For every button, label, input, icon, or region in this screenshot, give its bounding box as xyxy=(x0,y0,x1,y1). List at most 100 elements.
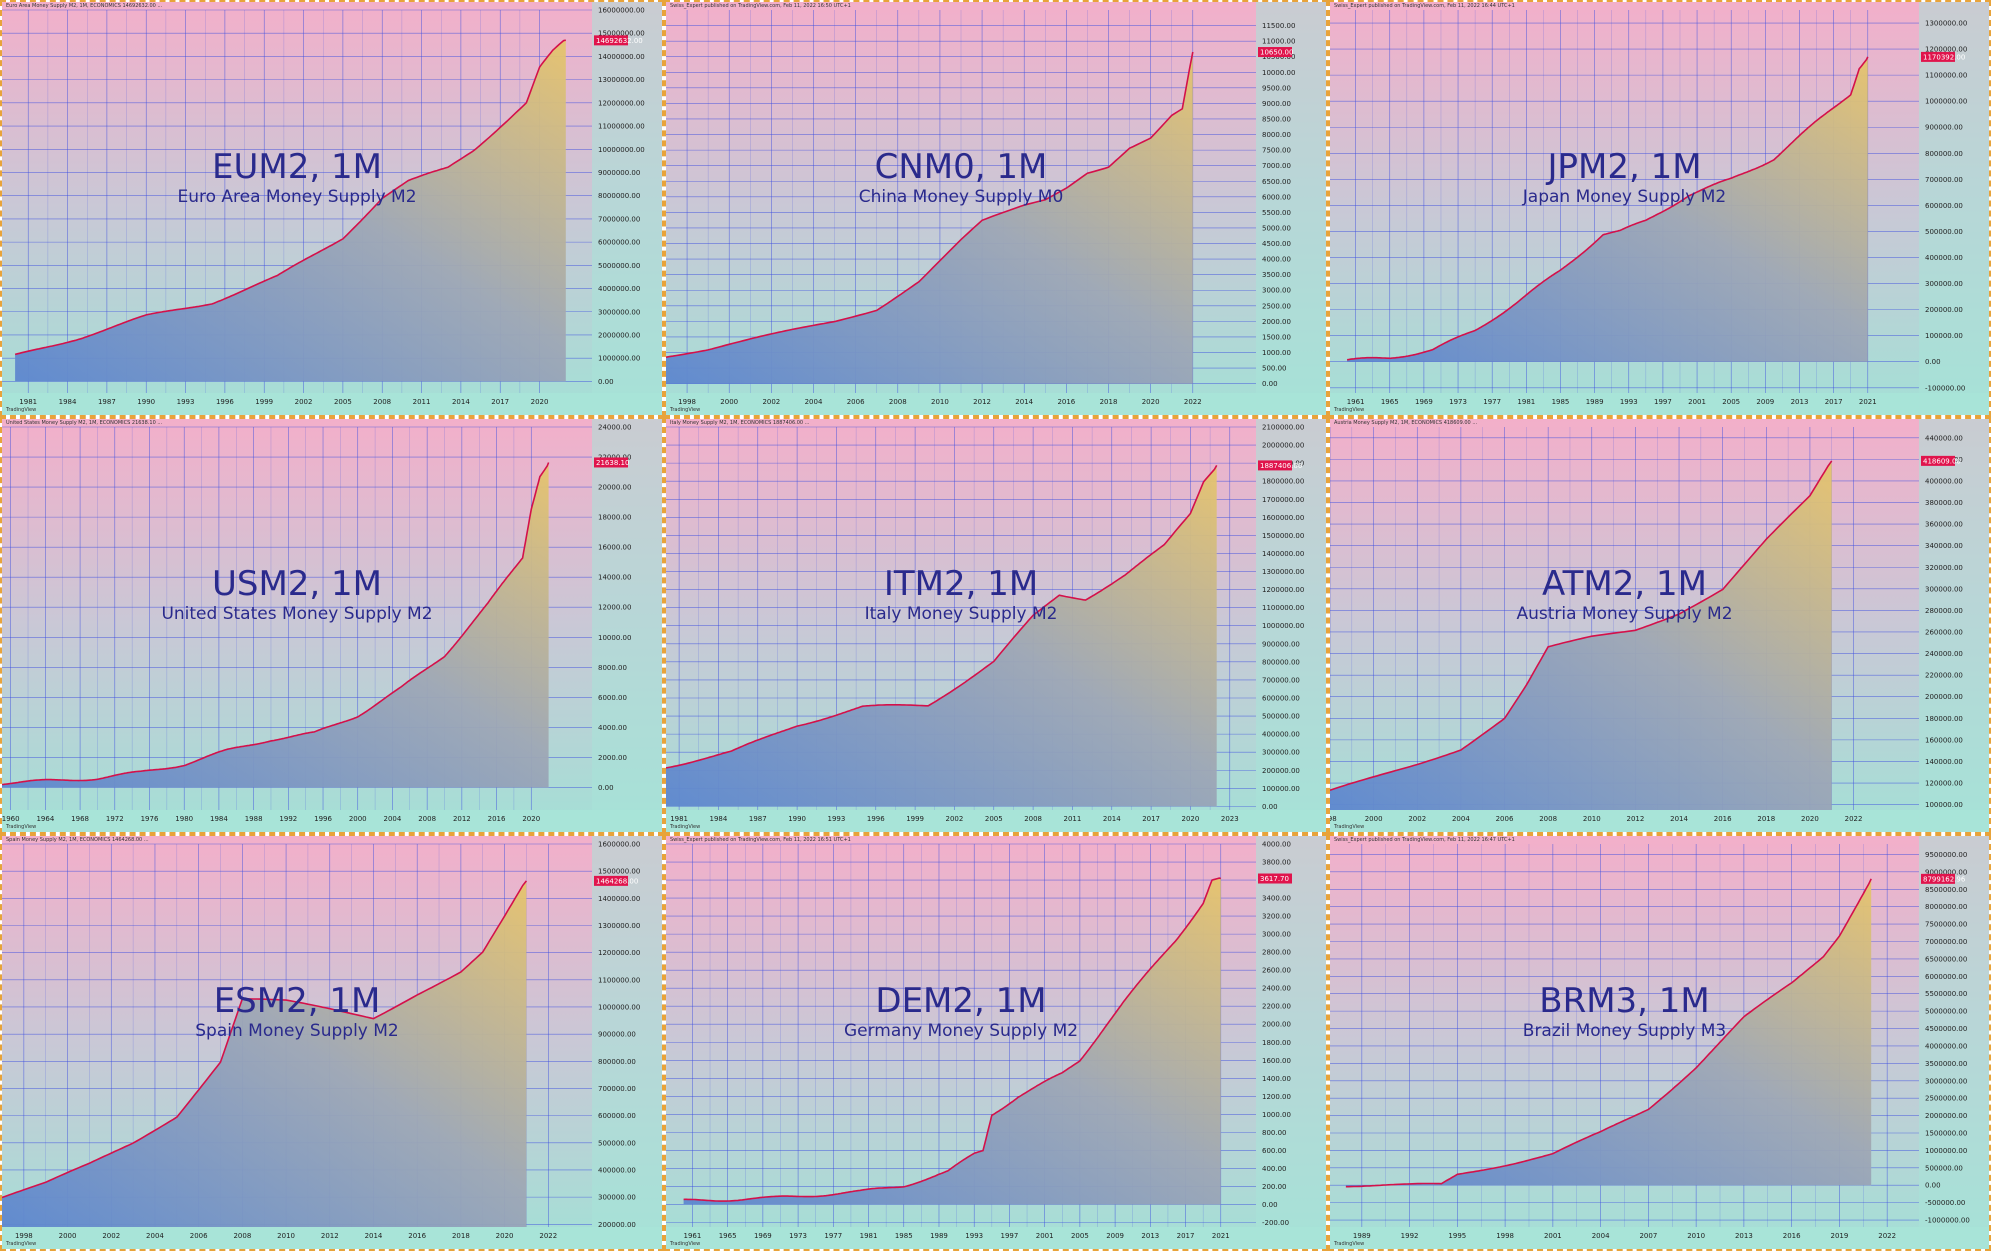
tradingview-logo: TradingView xyxy=(6,407,37,413)
x-tick-label: 2002 xyxy=(295,398,313,406)
y-tick-label: 9000000.00 xyxy=(598,169,640,177)
x-tick-label: 2001 xyxy=(1544,1232,1562,1240)
x-tick-label: 1977 xyxy=(824,1232,842,1240)
y-tick-label: 1800000.00 xyxy=(1262,478,1304,486)
y-tick-label: 240000.00 xyxy=(1925,650,1963,658)
y-tick-label: 1000000.00 xyxy=(598,1003,640,1011)
series-line xyxy=(1346,56,1869,361)
x-tick-label: 1996 xyxy=(216,398,234,406)
y-tick-label: 9500.00 xyxy=(1262,84,1291,92)
x-tick-label: 1965 xyxy=(1381,398,1399,406)
series-area xyxy=(15,40,566,382)
last-value-label: 1170392.00 xyxy=(1923,53,1965,61)
y-tick-label: 300000.00 xyxy=(1925,280,1963,288)
y-tick-label: 200000.00 xyxy=(1925,693,1963,701)
y-tick-label: 600.00 xyxy=(1262,1147,1287,1155)
y-tick-label: 3000000.00 xyxy=(598,308,640,316)
x-tick-label: 2011 xyxy=(1064,815,1082,823)
x-tick-label: 1988 xyxy=(245,815,263,823)
y-tick-label: 5000000.00 xyxy=(598,262,640,270)
x-tick-label: 2004 xyxy=(384,815,402,823)
last-value-label: 3617.70 xyxy=(1260,875,1289,883)
x-tick-label: 1985 xyxy=(1552,398,1570,406)
y-tick-label: 1200000.00 xyxy=(598,949,640,957)
y-tick-label: 6000000.00 xyxy=(1925,973,1967,981)
tradingview-logo: TradingView xyxy=(670,824,701,830)
x-tick-label: 2000 xyxy=(1365,815,1383,823)
panel-header: Swiss_Expert published on TradingView.co… xyxy=(1334,837,1515,843)
chart-panel-9: 9500000.00 9000000.00 8500000.00 8000000.00… xyxy=(1328,834,1991,1251)
last-value-label: 1464268.00 xyxy=(596,877,638,885)
x-tick-label: 2020 xyxy=(1182,815,1200,823)
x-tick-label: 2005 xyxy=(1071,1232,1089,1240)
y-tick-label: 1300000.00 xyxy=(598,922,640,930)
last-value-badge xyxy=(1258,460,1292,471)
series-line xyxy=(666,51,1194,358)
x-tick-label: 2013 xyxy=(1141,1232,1159,1240)
y-tick-label: 8000000.00 xyxy=(598,192,640,200)
y-tick-label: 2400.00 xyxy=(1262,985,1291,993)
y-tick-label: 500000.00 xyxy=(598,1139,636,1147)
tradingview-logo: TradingView xyxy=(670,1241,701,1247)
y-tick-label: 11000000.00 xyxy=(598,123,645,131)
y-tick-label: 600000.00 xyxy=(1262,694,1300,702)
chart-svg: 11500.00 11000.00 10500.00 10000.00 9500.00 9… xyxy=(666,2,1326,415)
x-tick-label: 1992 xyxy=(279,815,297,823)
y-tick-label: 3000.00 xyxy=(1262,931,1291,939)
y-tick-label: 900000.00 xyxy=(1262,640,1300,648)
series-area xyxy=(1347,56,1868,362)
x-tick-label: 2006 xyxy=(847,398,865,406)
y-tick-label: 280000.00 xyxy=(1925,607,1963,615)
y-tick-label: 2000000.00 xyxy=(1262,442,1304,450)
x-tick-label: 1997 xyxy=(1001,1232,1019,1240)
chart-panel-3: 1300000.00 1200000.00 1100000.00 1000000.00… xyxy=(1328,0,1991,417)
chart-svg: 1300000.00 1200000.00 1100000.00 1000000.00… xyxy=(1330,2,1989,415)
y-tick-label: 1400.00 xyxy=(1262,1075,1291,1083)
y-tick-label: 1600000.00 xyxy=(1262,514,1304,522)
x-tick-label: 2022 xyxy=(539,1232,557,1240)
x-tick-label: 2006 xyxy=(1496,815,1514,823)
x-tick-label: 1980 xyxy=(175,815,193,823)
x-tick-label: 1961 xyxy=(684,1232,702,1240)
series-area xyxy=(1330,460,1832,810)
x-tick-label: 2004 xyxy=(805,398,823,406)
panel-header: Euro Area Money Supply M2, 1M, ECONOMICS… xyxy=(6,3,163,9)
x-tick-label: 1998 xyxy=(15,1232,33,1240)
x-tick-label: 2010 xyxy=(931,398,949,406)
y-tick-label: 10500.00 xyxy=(1262,53,1295,61)
y-tick-label: 1400000.00 xyxy=(598,895,640,903)
y-tick-label: 6500.00 xyxy=(1262,178,1291,186)
x-tick-label: 1976 xyxy=(141,815,159,823)
x-tick-label: 2002 xyxy=(102,1232,120,1240)
x-tick-label: 1961 xyxy=(1347,398,1365,406)
x-tick-label: 2016 xyxy=(1714,815,1732,823)
y-tick-label: 300000.00 xyxy=(1925,585,1963,593)
x-tick-label: 2021 xyxy=(1212,1232,1230,1240)
y-tick-label: 380000.00 xyxy=(1925,499,1963,507)
y-tick-label: 180000.00 xyxy=(1925,715,1963,723)
x-tick-label: 1990 xyxy=(788,815,806,823)
x-tick-label: 2008 xyxy=(1024,815,1042,823)
x-tick-label: 2010 xyxy=(1583,815,1601,823)
last-value-badge xyxy=(1258,873,1292,884)
x-tick-label: 2016 xyxy=(1783,1232,1801,1240)
y-tick-label: 4000000.00 xyxy=(1925,1042,1967,1050)
chart-panel-6: 440000.00420000.00400000.00380000.003600… xyxy=(1328,417,1991,834)
y-tick-label: 340000.00 xyxy=(1925,542,1963,550)
x-tick-label: 2005 xyxy=(985,815,1003,823)
y-tick-label: 500.00 xyxy=(1262,365,1287,373)
x-tick-label: 2008 xyxy=(233,1232,251,1240)
y-tick-label: 140000.00 xyxy=(1925,758,1963,766)
last-value-badge xyxy=(1258,47,1292,58)
chart-panel-8: 4000.003800.003600.003400.003200.003000.… xyxy=(664,834,1328,1251)
x-tick-label: 1969 xyxy=(1415,398,1433,406)
x-tick-label: 1968 xyxy=(71,815,89,823)
y-tick-label: 2000000.00 xyxy=(1925,1112,1967,1120)
y-tick-label: 1600.00 xyxy=(1262,1057,1291,1065)
chart-panel-7: 1600000.00 1500000.00 1400000.00 1300000.00… xyxy=(0,834,664,1251)
x-tick-label: 2004 xyxy=(146,1232,164,1240)
y-tick-label: 5500.00 xyxy=(1262,209,1291,217)
y-tick-label: 800000.00 xyxy=(598,1058,636,1066)
chart-svg: 4000.003800.003600.003400.003200.003000.… xyxy=(666,836,1326,1249)
x-tick-label: 2008 xyxy=(1539,815,1557,823)
